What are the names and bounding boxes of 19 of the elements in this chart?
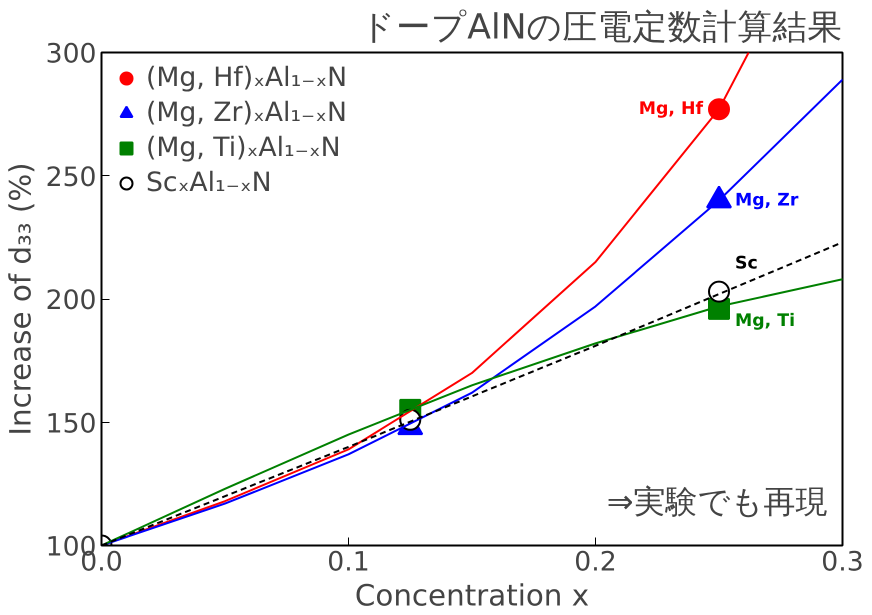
legend-label: (Mg, Ti)ₓAl₁₋ₓN: [146, 132, 341, 163]
y-tick-label: 150: [46, 408, 97, 440]
y-axis-title: Increase of d₃₃ (%): [4, 162, 38, 436]
x-tick-label: 0.3: [821, 546, 864, 578]
y-tick-label: 200: [46, 285, 97, 316]
annotation: ⇒実験でも再現: [606, 482, 828, 520]
x-tick-label: 0.2: [574, 546, 617, 578]
x-tick-label: 0.1: [327, 546, 370, 578]
annotation: Mg, Ti: [735, 310, 796, 331]
annotation: Sc: [735, 254, 758, 274]
legend-label: ScₓAl₁₋ₓN: [146, 167, 272, 198]
y-tick-label: 300: [46, 38, 97, 70]
annotation: Mg, Zr: [735, 190, 799, 210]
chart-title: ドープAlNの圧電定数計算結果: [360, 8, 843, 48]
annotation: Mg, Hf: [638, 99, 704, 120]
legend-label: (Mg, Zr)ₓAl₁₋ₓN: [146, 97, 347, 128]
y-tick-label: 250: [46, 162, 97, 193]
legend-label: (Mg, Hf)ₓAl₁₋ₓN: [146, 62, 348, 93]
x-axis-title: Concentration x: [354, 578, 590, 612]
